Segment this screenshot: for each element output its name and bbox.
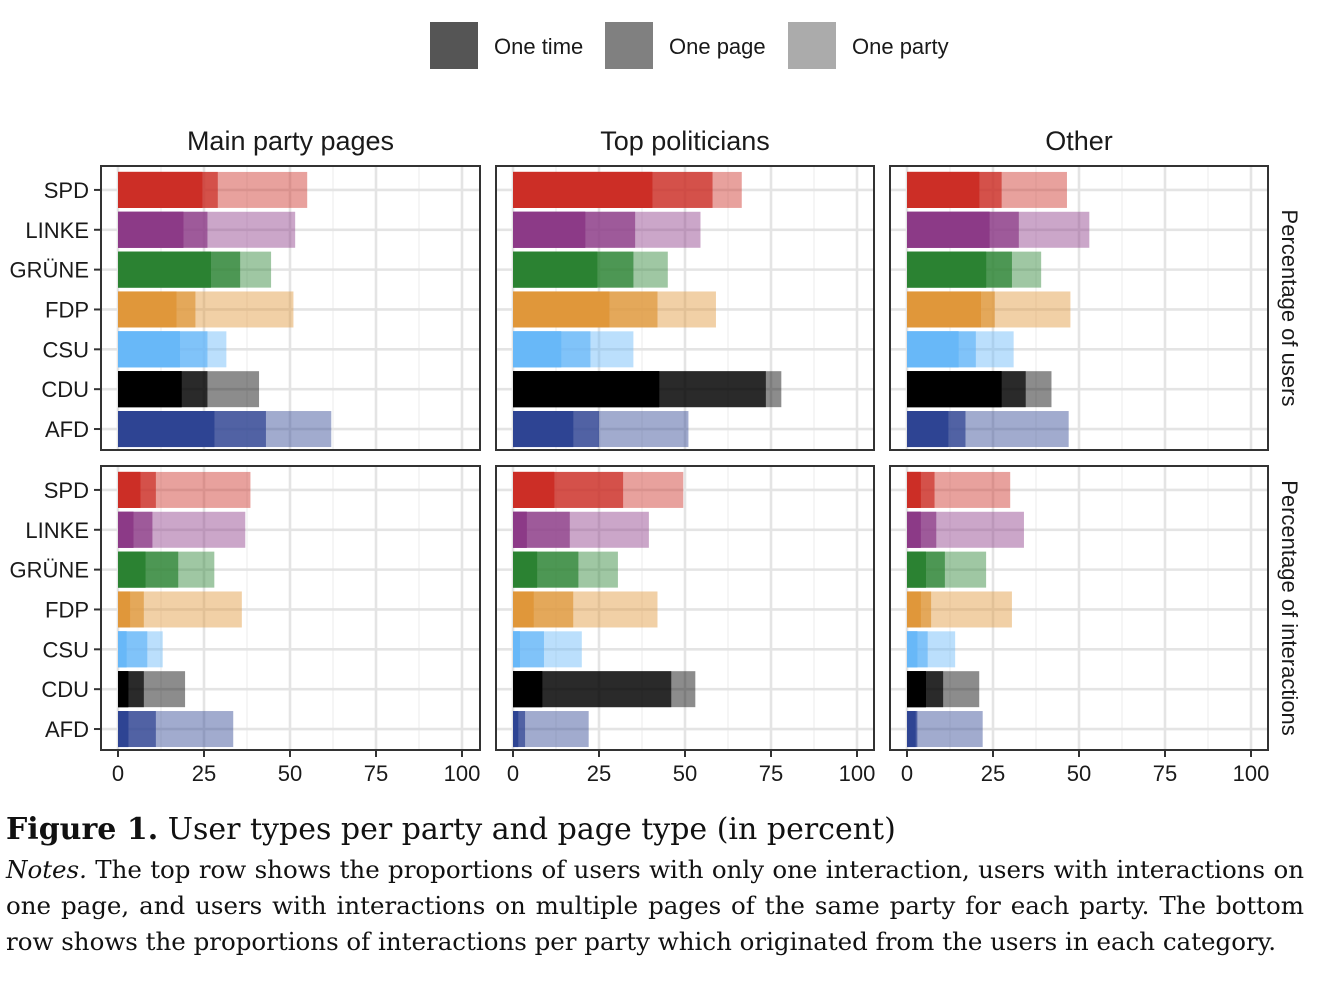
x-axes: 0 25 50 75 100 0 25 50 75 100 0 25 50 75 100 — [112, 750, 1269, 786]
figure-notes: Notes. The top row shows the proportions… — [6, 852, 1304, 960]
y-tick-label-linke-row1: LINKE — [25, 518, 89, 543]
x-tick-label-0-col1: 0 — [507, 761, 519, 786]
legend: One time One page One party — [430, 22, 949, 69]
y-tick-label-fdp-row0: FDP — [45, 297, 89, 322]
y-tick-label-spd-row0: SPD — [44, 178, 89, 203]
y-tick-label-afd-row1: AFD — [45, 717, 89, 742]
row-title-0: Percentage of users — [1277, 210, 1302, 407]
bar-afd-one-party — [907, 711, 983, 748]
x-tick-label-75-col0: 75 — [364, 761, 388, 786]
x-tick-label-0-col0: 0 — [112, 761, 124, 786]
x-tick-label-50-col1: 50 — [673, 761, 697, 786]
y-tick-label-csu-row0: CSU — [43, 337, 89, 362]
x-tick-label-50-col0: 50 — [278, 761, 302, 786]
figure-label: Figure 1. — [6, 812, 159, 847]
bar-afd-one-party — [513, 711, 589, 748]
figure-title-line: Figure 1. User types per party and page … — [6, 808, 1304, 852]
panel-r1-c0 — [100, 465, 481, 751]
faceted-bar-chart: One time One page One party Main party pag… — [10, 22, 1302, 786]
y-tick-label-fdp-row1: FDP — [45, 597, 89, 622]
y-tick-label-grüne-row0: GRÜNE — [10, 258, 89, 283]
y-tick-label-afd-row0: AFD — [45, 417, 89, 442]
y-tick-label-grüne-row1: GRÜNE — [10, 558, 89, 583]
x-tick-label-75-col2: 75 — [1153, 761, 1177, 786]
panel-r0-c0 — [100, 165, 481, 451]
column-titles: Main party pages Top politicians Other — [187, 126, 1113, 156]
figure-title: User types per party and page type (in p… — [167, 812, 896, 847]
x-tick-label-0-col2: 0 — [901, 761, 913, 786]
column-title-0: Main party pages — [187, 126, 394, 156]
column-title-2: Other — [1045, 126, 1113, 156]
row-strip-titles: Percentage of users Percentage of interac… — [1277, 210, 1302, 736]
panel-r0-c1 — [495, 165, 875, 451]
notes-label: Notes. — [6, 855, 87, 884]
x-tick-label-75-col1: 75 — [759, 761, 783, 786]
x-tick-label-25-col2: 25 — [981, 761, 1005, 786]
panel-r1-c1 — [495, 465, 875, 751]
x-tick-label-100-col2: 100 — [1233, 761, 1270, 786]
notes-text: The top row shows the proportions of use… — [6, 855, 1304, 956]
chart-panels — [100, 165, 1269, 751]
y-tick-label-spd-row1: SPD — [44, 478, 89, 503]
y-tick-label-cdu-row0: CDU — [41, 377, 89, 402]
x-tick-label-50-col2: 50 — [1067, 761, 1091, 786]
y-tick-label-csu-row1: CSU — [43, 637, 89, 662]
row-title-1: Percentage of interactions — [1277, 480, 1302, 736]
y-tick-label-linke-row0: LINKE — [25, 218, 89, 243]
legend-swatch-0 — [430, 22, 478, 69]
x-tick-label-100-col0: 100 — [444, 761, 481, 786]
legend-label-2: One party — [852, 34, 949, 59]
column-title-1: Top politicians — [600, 126, 770, 156]
y-tick-label-cdu-row1: CDU — [41, 677, 89, 702]
legend-label-1: One page — [669, 34, 766, 59]
y-axes: SPD LINKE GRÜNE FDP CSU CDU AFD SPD LINKE GRÜNE FD… — [10, 178, 101, 742]
panel-r0-c2 — [889, 165, 1269, 451]
legend-swatch-2 — [788, 22, 836, 69]
x-tick-label-25-col1: 25 — [587, 761, 611, 786]
figure-caption: Figure 1. User types per party and page … — [6, 808, 1304, 960]
panel-r1-c2 — [889, 465, 1269, 751]
legend-swatch-1 — [605, 22, 653, 69]
x-tick-label-100-col1: 100 — [839, 761, 876, 786]
legend-label-0: One time — [494, 34, 583, 59]
x-tick-label-25-col0: 25 — [192, 761, 216, 786]
